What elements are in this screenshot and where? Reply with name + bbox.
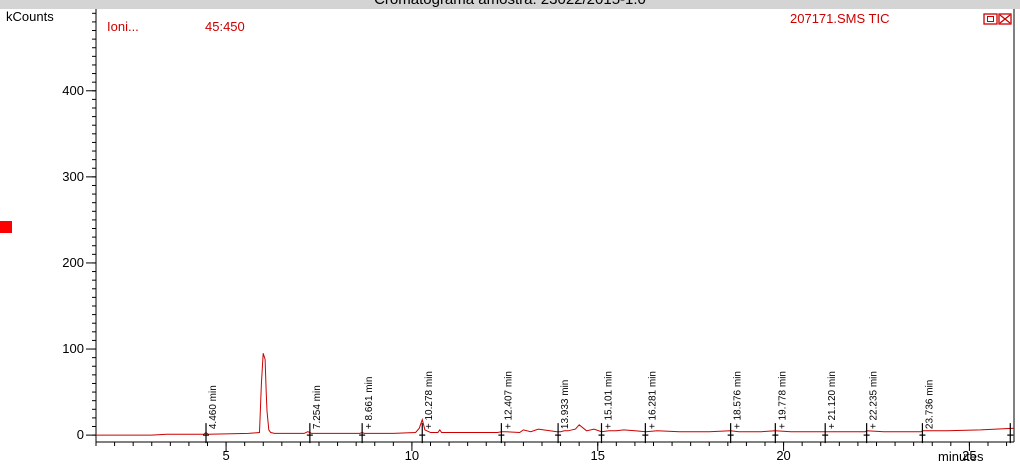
title-bar: Cromatograma amostra: 23022/2015-1.0 bbox=[0, 0, 1020, 9]
peak-label: + 19.778 min bbox=[777, 371, 788, 429]
plot-frame bbox=[95, 9, 1015, 443]
y-tick-label: 300 bbox=[62, 169, 84, 184]
peak-label: + 16.281 min bbox=[647, 371, 658, 429]
y-tick-label: 400 bbox=[62, 83, 84, 98]
x-tick-label: 15 bbox=[591, 448, 605, 463]
x-tick-label: 5 bbox=[222, 448, 229, 463]
side-marker bbox=[0, 221, 12, 233]
y-axis-ticks: 0 100 200 300 400 bbox=[62, 83, 96, 442]
y-minor-ticks bbox=[92, 12, 96, 436]
x-tick-label: 10 bbox=[405, 448, 419, 463]
peak-label: + 22.235 min bbox=[869, 371, 880, 429]
chart-title: Cromatograma amostra: 23022/2015-1.0 bbox=[0, 0, 1020, 8]
peak-label: + 21.120 min bbox=[827, 371, 838, 429]
peak-label: + 8.661 min bbox=[364, 377, 375, 430]
peak-labels: 4.460 min 7.254 min + 8.661 min + 10.278 mi… bbox=[208, 371, 935, 429]
x-tick-label: 20 bbox=[776, 448, 790, 463]
y-tick-label: 100 bbox=[62, 341, 84, 356]
x-minor-ticks bbox=[95, 442, 1008, 446]
restore-icon[interactable] bbox=[983, 13, 998, 25]
ion-label: Ioni... bbox=[107, 19, 139, 34]
close-icon[interactable] bbox=[998, 13, 1012, 25]
peak-label: + 10.278 min bbox=[424, 371, 435, 429]
peak-label: + 12.407 min bbox=[503, 371, 514, 429]
peak-label: 23.736 min bbox=[924, 380, 935, 429]
peak-label: + 15.101 min bbox=[603, 371, 614, 429]
peak-label: 13.933 min bbox=[560, 380, 571, 429]
y-tick-label: 0 bbox=[77, 427, 84, 442]
peak-label: 4.460 min bbox=[208, 385, 219, 429]
x-axis-label: minutes bbox=[938, 449, 984, 464]
peak-markers bbox=[203, 423, 1014, 444]
file-label: 207171.SMS TIC bbox=[790, 11, 889, 26]
y-tick-label: 200 bbox=[62, 255, 84, 270]
peak-label: + 18.576 min bbox=[733, 371, 744, 429]
ion-range: 45:450 bbox=[205, 19, 245, 34]
y-axis-label: kCounts bbox=[6, 9, 54, 24]
peak-label: 7.254 min bbox=[312, 385, 323, 429]
x-tick-label: 25 bbox=[962, 448, 976, 463]
x-axis-ticks: 5 10 15 20 25 bbox=[222, 442, 977, 463]
